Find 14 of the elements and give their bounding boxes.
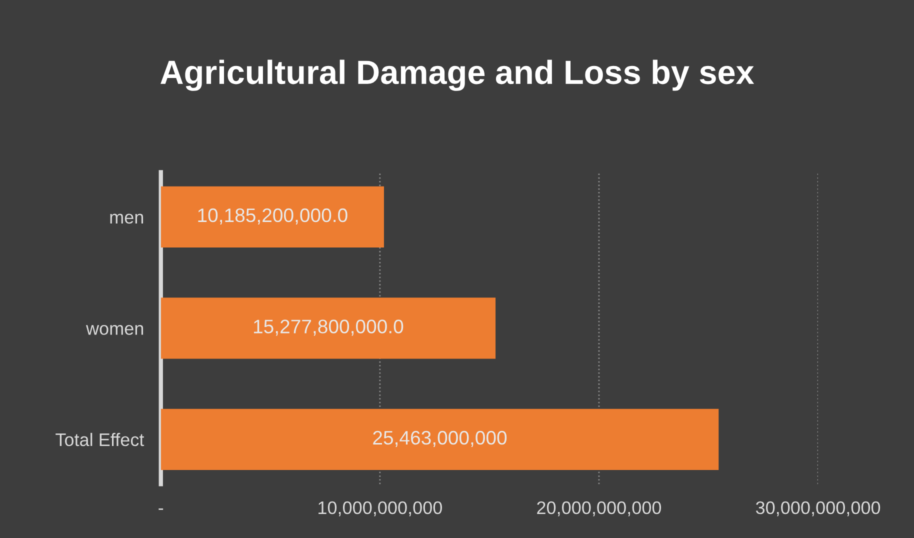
data-label: 10,185,200,000.0 — [198, 208, 348, 224]
x-tick-label: 20,000,000,000 — [537, 501, 662, 516]
x-tick-label: 10,000,000,000 — [318, 501, 442, 516]
y-tick-label: men — [110, 214, 144, 224]
data-label: 25,463,000,000 — [373, 430, 507, 447]
bar — [160, 408, 719, 470]
bar — [160, 298, 496, 359]
y-tick-label: women — [86, 325, 144, 335]
y-tick-label: Total Effect — [56, 432, 144, 446]
data-label: 15,277,800,000.0 — [254, 320, 404, 336]
chart-title: Agricultural Damage and Loss by sex — [160, 60, 754, 91]
x-tick-label: 30,000,000,000 — [756, 501, 880, 516]
x-tick-label: - — [158, 508, 164, 510]
bar — [160, 186, 384, 248]
